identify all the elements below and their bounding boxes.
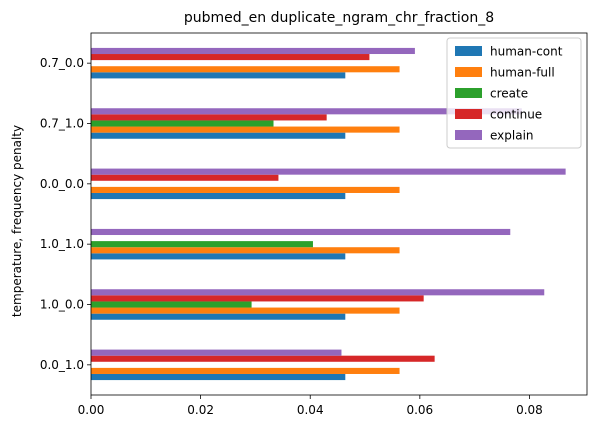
x-tick-label: 0.00 (78, 403, 105, 417)
bar-human-cont-0-0-1-0 (91, 373, 346, 381)
bar-human-cont-1-0-0-0 (91, 313, 346, 320)
x-tick-label: 0.04 (297, 403, 324, 417)
legend-label-continue: continue (490, 108, 542, 122)
legend-swatch-explain (455, 130, 482, 140)
bar-human-full-0-0-0-0 (91, 186, 400, 193)
x-tick-label: 0.08 (516, 403, 543, 417)
bar-create-1-0-0-0 (91, 301, 252, 308)
bar-continue-0-0-1-0 (91, 355, 435, 362)
bar-explain-1-0-1-0 (91, 228, 511, 236)
y-tick-label: 0.7_0.0 (40, 56, 84, 70)
bar-human-cont-1-0-1-0 (91, 253, 346, 260)
x-axis: 0.00 0.02 0.04 0.06 0.08 (78, 395, 543, 417)
bar-create-0-7-1-0 (91, 120, 274, 127)
bar-human-cont-0-7-1-0 (91, 132, 346, 139)
legend-label-create: create (490, 87, 528, 101)
y-axis-label: temperature, frequency penalty (10, 125, 24, 317)
y-tick-label: 1.0_1.0 (40, 237, 84, 251)
bar-explain-0-0-1-0 (91, 349, 342, 356)
y-axis: 0.0_1.0 1.0_0.0 1.0_1.0 0.0_0.0 0.7_1.0 0.7_0… (40, 56, 91, 372)
legend-swatch-human-cont (455, 46, 482, 56)
chart-title: pubmed_en duplicate_ngram_chr_fraction_8 (184, 10, 494, 26)
bar-continue-0-7-0-0 (91, 54, 370, 61)
y-tick-label: 0.0_0.0 (40, 177, 84, 191)
bar-human-full-0-7-1-0 (91, 126, 400, 133)
bar-explain-0-7-1-0 (91, 108, 522, 115)
bar-explain-1-0-0-0 (91, 289, 545, 296)
legend-swatch-human-full (455, 67, 482, 77)
bar-explain-0-0-0-0 (91, 168, 566, 175)
bar-human-full-1-0-1-0 (91, 247, 400, 254)
bar-human-full-1-0-0-0 (91, 307, 400, 314)
x-tick-label: 0.02 (187, 403, 214, 417)
legend-label-explain: explain (490, 129, 534, 143)
bars-group (91, 47, 566, 381)
legend-box (446, 37, 582, 149)
legend-swatch-continue (455, 109, 482, 119)
bar-continue-0-7-1-0 (91, 114, 327, 121)
legend: human-cont human-full create continue explai… (446, 37, 582, 149)
bar-human-full-0-0-1-0 (91, 367, 400, 374)
legend-label-human-cont: human-cont (490, 45, 563, 59)
bar-continue-1-0-0-0 (91, 295, 424, 302)
bar-human-full-0-7-0-0 (91, 66, 400, 73)
plot-frame (90, 32, 588, 396)
bar-explain-0-7-0-0 (91, 47, 415, 55)
y-tick-label: 0.0_1.0 (40, 358, 84, 372)
y-tick-label: 1.0_0.0 (40, 298, 84, 312)
bar-continue-0-0-0-0 (91, 174, 279, 181)
x-tick-label: 0.06 (406, 403, 433, 417)
bar-human-cont-0-7-0-0 (91, 72, 346, 79)
legend-swatch-create (455, 88, 482, 98)
legend-label-human-full: human-full (490, 66, 555, 80)
bar-human-cont-0-0-0-0 (91, 192, 346, 200)
y-tick-label: 0.7_1.0 (40, 117, 84, 131)
bar-create-1-0-1-0 (91, 241, 313, 248)
